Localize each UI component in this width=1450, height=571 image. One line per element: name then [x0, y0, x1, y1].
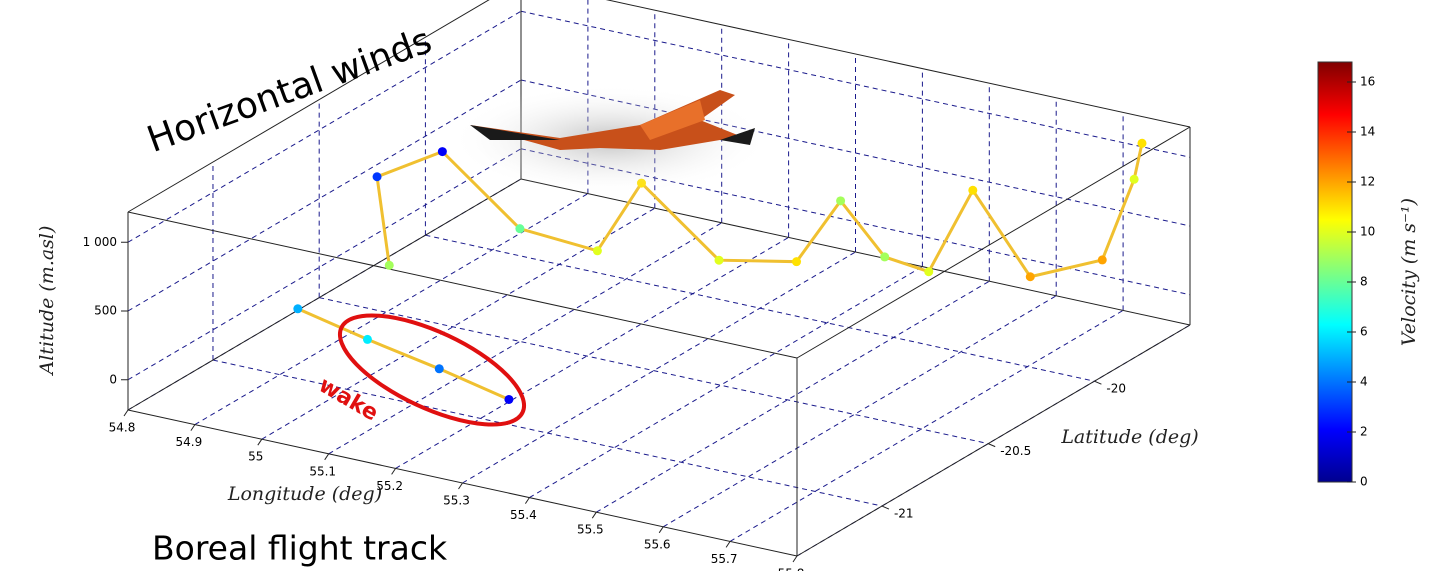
- grid-line: [462, 251, 856, 484]
- wake-highlight: [337, 313, 527, 427]
- y-tick-label: -20: [1106, 382, 1126, 396]
- x-tick-label: 55.3: [443, 494, 470, 508]
- tick-mark: [391, 468, 397, 475]
- grid-line: [127, 79, 522, 312]
- tick-mark: [324, 453, 330, 461]
- track-point: [1025, 272, 1035, 282]
- tick-mark: [1094, 380, 1102, 385]
- colorbar-tick-label: 10: [1360, 225, 1375, 239]
- tick-mark: [881, 505, 890, 510]
- colorbar-tick-label: 4: [1360, 375, 1368, 389]
- x-axis-label: Longitude (deg): [227, 483, 382, 505]
- box-edge: [796, 126, 1191, 359]
- grid-line: [261, 207, 656, 440]
- x-tick-label: 55.6: [644, 537, 671, 551]
- x-tick-label: 54.8: [109, 421, 136, 435]
- track-point: [1097, 255, 1107, 265]
- colorbar-tick-label: 12: [1360, 175, 1375, 189]
- y-tick-label: -21: [894, 507, 914, 521]
- colorbar-label: Velocity (m s⁻¹): [1398, 198, 1420, 346]
- tick-mark: [257, 438, 263, 446]
- grid-line: [328, 222, 722, 455]
- track-point: [384, 260, 394, 270]
- grid-line: [596, 280, 990, 513]
- track-point: [293, 304, 303, 314]
- track-point: [592, 246, 602, 256]
- z-tick-label: 1 000: [83, 235, 117, 249]
- colorbar-tick-label: 2: [1360, 425, 1368, 439]
- box-edge: [127, 211, 798, 359]
- airplane-illustration: [450, 85, 770, 195]
- flight-track: [375, 142, 1144, 279]
- x-tick-label: 54.9: [176, 435, 203, 449]
- track-point: [880, 252, 890, 262]
- flight-track: [297, 307, 510, 401]
- grid-line: [425, 234, 1095, 382]
- annotation: Horizontal winds: [142, 20, 437, 161]
- y-tick-label: -20.5: [1000, 444, 1031, 458]
- box-edge: [605, 0, 1191, 128]
- x-tick-label: 55.2: [376, 479, 403, 493]
- y-axis-label: Latitude (deg): [1060, 426, 1198, 448]
- annotation: Boreal flight track: [152, 529, 448, 568]
- box-edge: [127, 0, 490, 213]
- grid-line: [127, 10, 522, 243]
- colorbar-gradient: [1317, 61, 1353, 483]
- x-tick-label: 55: [248, 450, 263, 464]
- tick-mark: [591, 511, 597, 519]
- box-edge: [796, 324, 1191, 557]
- grid-line: [395, 236, 789, 469]
- colorbar-tick-label: 8: [1360, 275, 1368, 289]
- track-point: [714, 255, 724, 265]
- data: [293, 138, 1147, 404]
- track-point: [437, 147, 447, 157]
- grid-line: [520, 10, 1191, 158]
- tick-mark: [792, 555, 798, 563]
- tick-mark: [658, 526, 664, 534]
- tick-mark: [524, 497, 530, 504]
- grid-line: [212, 359, 883, 507]
- track-point: [924, 267, 934, 277]
- track-point: [515, 224, 525, 234]
- track-point: [968, 185, 978, 195]
- track-point: [362, 334, 372, 344]
- box: 54.8 54.9 55 55.1 55.2 55.3 55.4 55.5 55.6 55.7 55…: [83, 0, 1191, 571]
- tick-mark: [987, 443, 996, 448]
- x-tick-label: 55.5: [577, 523, 604, 537]
- colorbar-tick-label: 0: [1360, 475, 1368, 489]
- z-tick-label: 500: [94, 304, 117, 318]
- colorbar-tick-label: 14: [1360, 125, 1375, 139]
- track-point: [792, 257, 802, 267]
- box-edge: [127, 178, 522, 411]
- tick-mark: [458, 482, 463, 490]
- colorbar: 0 2 4 6 8 10 12 14 16: [1317, 61, 1375, 489]
- track-point: [434, 364, 444, 374]
- tick-mark: [725, 541, 731, 548]
- grid-line: [662, 295, 1057, 528]
- track-point: [1137, 138, 1147, 148]
- x-tick-label: 55.4: [510, 508, 537, 522]
- x-tick-label: 55.8: [778, 567, 805, 571]
- track-point: [836, 196, 846, 206]
- x-tick-label: 55.7: [711, 552, 738, 566]
- grid-line: [729, 309, 1124, 542]
- grid-line: [127, 148, 522, 381]
- x-tick-label: 55.1: [309, 464, 336, 478]
- z-tick-label: 0: [109, 372, 117, 386]
- track-point: [504, 394, 514, 404]
- grid-line: [529, 266, 923, 499]
- track-point: [1129, 174, 1139, 184]
- colorbar-tick-label: 16: [1360, 75, 1375, 89]
- grid-line: [520, 79, 1191, 227]
- z-axis-label: Altitude (m.asl): [36, 226, 58, 377]
- box-edge: [520, 178, 1191, 326]
- track-point: [372, 172, 382, 182]
- tick-mark: [190, 424, 196, 431]
- colorbar-tick-label: 6: [1360, 325, 1368, 339]
- grid-line: [319, 297, 989, 445]
- tick-mark: [123, 409, 129, 417]
